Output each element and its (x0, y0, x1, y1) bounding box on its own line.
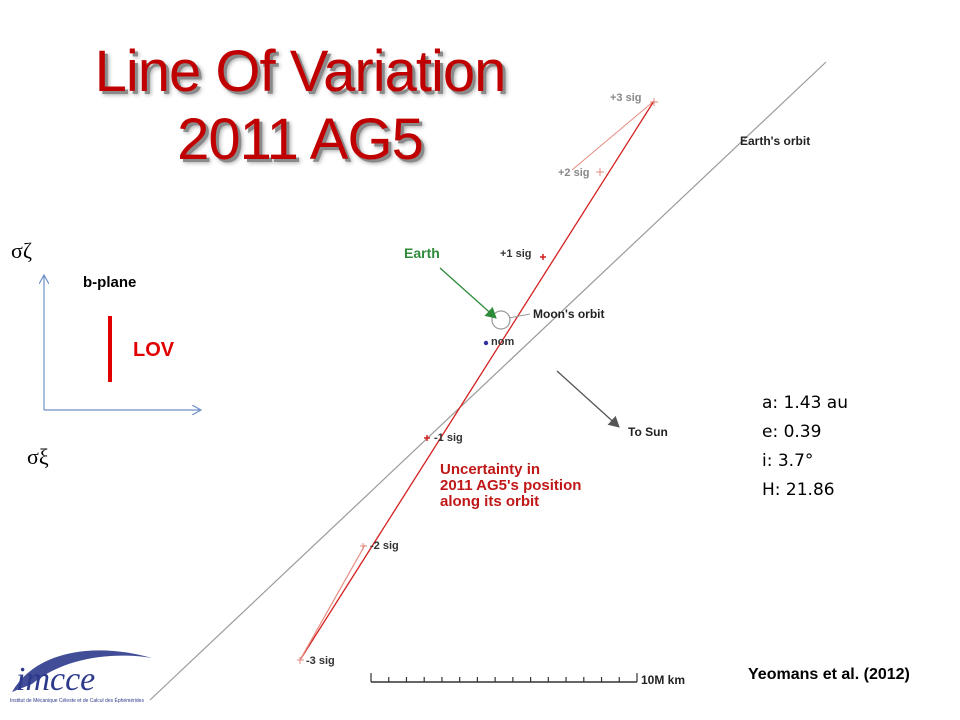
sigma-label-p2: +2 sig (558, 167, 590, 179)
lov-diagram (149, 61, 827, 701)
uncertainty-line-2: 2011 AG5's position (440, 477, 582, 494)
sigma-mark-m2 (360, 543, 367, 550)
logo-tagline: Institut de Mécanique Céleste et de Calc… (10, 697, 144, 704)
b-plane-inset (44, 276, 200, 410)
to-sun-label: To Sun (628, 425, 668, 439)
scale-bar (370, 673, 638, 683)
logo-letters: imcce (16, 661, 95, 698)
lov-line-lower-faint (299, 544, 366, 661)
moons-orbit-leader (508, 313, 531, 319)
moons-orbit-circle (491, 310, 511, 330)
sigma-label-m2: -2 sig (370, 540, 399, 552)
citation: Yeomans et al. (2012) (748, 666, 910, 683)
sigma-label-m1: -1 sig (434, 432, 463, 444)
inset-x-axis-label: σξ (27, 444, 49, 469)
b-plane-label: b-plane (83, 274, 137, 291)
sigma-label-p1: +1 sig (500, 248, 532, 260)
sigma-mark-m3 (297, 657, 304, 664)
sigma-label-m3: -3 sig (306, 655, 335, 667)
logo-swoosh (12, 650, 152, 692)
nominal-point (483, 340, 489, 346)
orbital-element-e: e: 0.39 (762, 422, 822, 442)
lov-label: LOV (133, 339, 175, 361)
earths-orbit-line (149, 61, 827, 701)
orbital-element-a: a: 1.43 au (762, 393, 848, 413)
moons-orbit-label: Moon's orbit (533, 307, 605, 321)
lov-line-upper-faint (571, 100, 655, 171)
to-sun-arrow (556, 370, 620, 428)
sigma-mark-p1 (540, 254, 546, 260)
earths-orbit-label: Earth's orbit (740, 134, 811, 148)
orbital-element-i: i: 3.7° (762, 451, 814, 471)
sigma-mark-p2 (596, 168, 604, 176)
sigma-label-nom: nom (491, 336, 515, 348)
orbital-elements: a: 1.43 au e: 0.39 i: 3.7° H: 21.86 (762, 389, 848, 505)
sigma-label-p3: +3 sig (610, 92, 642, 104)
earth-arrow (439, 267, 497, 319)
uncertainty-line-3: along its orbit (440, 493, 540, 510)
earth-label: Earth (404, 245, 440, 261)
title-line-1: Line Of Variation (94, 39, 507, 104)
title-line-2: 2011 AG5 (177, 107, 424, 172)
inset-y-axis-label: σζ (11, 238, 32, 263)
uncertainty-line-1: Uncertainty in (440, 461, 541, 478)
imcce-logo: imcce Institut de Mécanique Céleste et d… (10, 650, 152, 704)
sigma-mark-m1 (424, 435, 430, 441)
lov-line (299, 100, 655, 661)
sigma-mark-p3 (650, 98, 658, 106)
scale-label: 10M km (641, 673, 686, 687)
orbital-element-h: H: 21.86 (762, 480, 835, 500)
uncertainty-label: Uncertainty in 2011 AG5's position along… (440, 462, 581, 510)
